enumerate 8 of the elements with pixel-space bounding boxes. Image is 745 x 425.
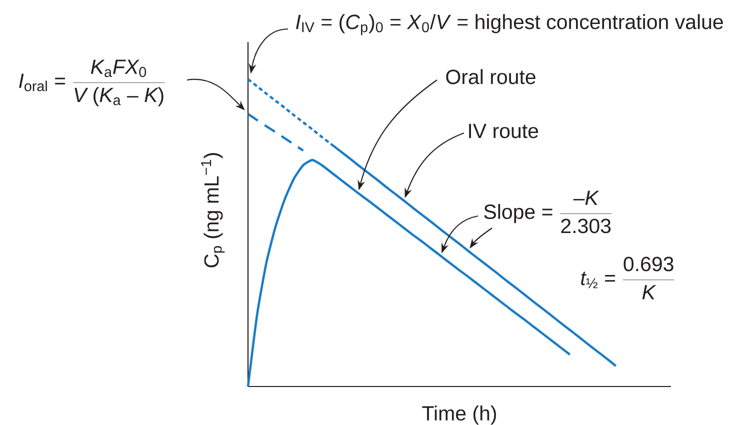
annotation: IV route (469, 124, 538, 138)
annotation: $\mathit{t}_{\mathrm{½}}\mbox{ = }\frac{\mbox{0.693}}{\mathit{K}}$ (581, 256, 674, 300)
annotation: Oral route (446, 69, 536, 84)
x-axis-title: Time (h) (422, 406, 496, 425)
text: I$_{IV}$ = (C$_{p}$)$_{0}$ = X$_{0}$/V = highest concentration value (296, 14, 723, 36)
y-axis-title: C$_{p}$ (ng mL$^{−1}$) (201, 153, 225, 268)
text: $\mathit{I}_{\mathrm{oral}}\mbox{ = }\frac{\mathit{K}_{\mathrm{a}}\mathit{FX}_{\mathrm{0}}}{\mathit{V}\mbox{ (}\mathit{K}_{\mathrm{a}}\mbox{ – }\mathit{K}\mbox{)}}$ (19, 60, 165, 106)
annotation: $\mbox{Slope = }\frac{\mbox{–}\mathit{K}}{\mbox{2.303}}$ (484, 190, 612, 234)
